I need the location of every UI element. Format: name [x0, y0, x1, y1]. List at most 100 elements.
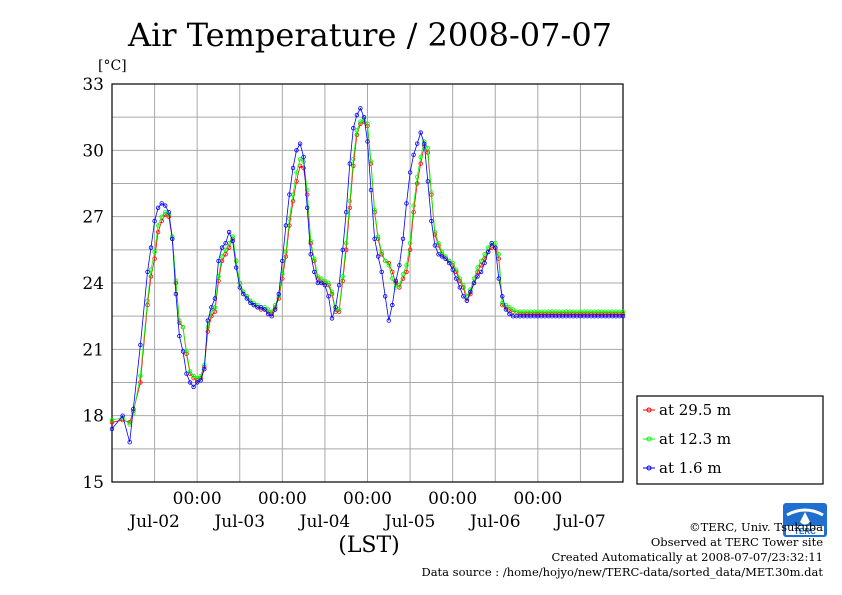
data-point	[244, 296, 249, 301]
data-point	[127, 440, 132, 445]
x-date-labels: Jul-02 Jul-03 Jul-04 Jul-05 Jul-06 Jul-07	[127, 512, 605, 532]
data-point	[170, 236, 175, 241]
data-point	[493, 245, 498, 250]
data-point	[358, 106, 363, 111]
data-point	[138, 342, 143, 348]
data-point	[425, 179, 430, 184]
data-point	[422, 141, 427, 146]
data-point	[489, 240, 494, 246]
data-point	[478, 269, 484, 275]
data-point	[159, 214, 164, 219]
data-point	[216, 258, 221, 264]
data-point	[336, 283, 342, 288]
x-tick-label: 00:00	[513, 489, 562, 509]
data-point	[184, 371, 189, 376]
data-point	[177, 318, 182, 323]
svg-text:TERC: TERC	[794, 527, 816, 536]
data-point	[478, 258, 484, 264]
data-point	[223, 240, 228, 246]
data-point	[297, 156, 303, 162]
data-point	[173, 291, 179, 297]
data-point	[351, 156, 356, 162]
data-point	[407, 170, 413, 175]
data-point	[429, 218, 434, 224]
x-axis-label: (LST)	[338, 533, 400, 558]
data-point	[375, 254, 381, 259]
data-point	[187, 380, 193, 385]
data-point	[205, 318, 210, 323]
data-point	[344, 240, 349, 246]
data-point	[265, 311, 271, 317]
y-tick-label: 27	[82, 208, 104, 228]
data-point	[461, 294, 466, 299]
data-point	[145, 269, 150, 275]
data-point	[209, 314, 214, 319]
data-point	[273, 307, 278, 312]
data-point	[312, 269, 317, 275]
data-point	[439, 249, 445, 255]
legend: at 29.5 m at 12.3 m at 1.6 m	[636, 395, 824, 485]
footer-credits: ©TERC, Univ. Tsukuba Observed at TERC To…	[421, 520, 823, 580]
data-point	[446, 260, 452, 266]
data-point	[148, 245, 154, 250]
data-point	[287, 192, 292, 197]
data-point	[152, 256, 157, 261]
data-point	[301, 165, 306, 171]
data-point	[145, 298, 150, 303]
y-tick-labels: 15 18 21 24 27 30 33	[82, 75, 104, 493]
data-point	[191, 373, 196, 379]
data-point	[454, 276, 459, 281]
data-point	[294, 170, 299, 175]
data-point	[269, 314, 274, 319]
x-date-label: Jul-06	[468, 512, 521, 532]
x-tick-label: 00:00	[173, 489, 222, 509]
data-point	[138, 373, 143, 379]
data-point	[198, 378, 203, 383]
data-point	[233, 258, 239, 264]
data-point	[436, 252, 441, 257]
data-point	[365, 139, 370, 144]
data-point	[319, 280, 324, 286]
data-point	[226, 229, 232, 235]
data-point	[351, 125, 356, 131]
data-point	[443, 256, 448, 261]
y-tick-label: 21	[82, 340, 104, 360]
x-date-label: Jul-02	[127, 512, 180, 532]
data-point	[138, 380, 143, 385]
data-point	[457, 285, 462, 290]
x-date-label: Jul-07	[553, 512, 606, 532]
data-point	[152, 249, 157, 255]
plot-frame	[111, 83, 624, 483]
data-point	[308, 252, 313, 257]
data-point	[496, 252, 501, 257]
data-point	[159, 201, 164, 206]
data-point	[329, 316, 335, 321]
data-point	[280, 258, 285, 264]
data-point	[347, 198, 352, 204]
data-point	[340, 247, 345, 252]
data-point	[478, 263, 484, 268]
y-tick-label: 15	[82, 473, 104, 493]
chart-title: Air Temperature / 2008-07-07	[127, 16, 612, 54]
data-point	[194, 375, 200, 381]
data-point	[336, 307, 342, 312]
data-point	[326, 280, 331, 286]
data-point	[162, 203, 168, 208]
data-point	[191, 384, 196, 390]
y-tick-label: 18	[82, 407, 104, 427]
data-point	[471, 280, 477, 286]
data-point	[155, 229, 161, 235]
data-point	[290, 165, 296, 171]
data-point	[482, 260, 487, 266]
data-point	[415, 141, 420, 146]
data-point	[425, 145, 430, 151]
data-point	[237, 280, 242, 286]
created-text: Created Automatically at 2008-07-07/23:3…	[551, 550, 824, 564]
data-point	[436, 240, 441, 246]
data-point	[393, 278, 399, 283]
legend-swatch-marker	[646, 465, 652, 471]
data-point	[390, 302, 395, 308]
data-point	[233, 265, 239, 270]
data-point	[194, 380, 200, 385]
data-point	[397, 283, 402, 288]
